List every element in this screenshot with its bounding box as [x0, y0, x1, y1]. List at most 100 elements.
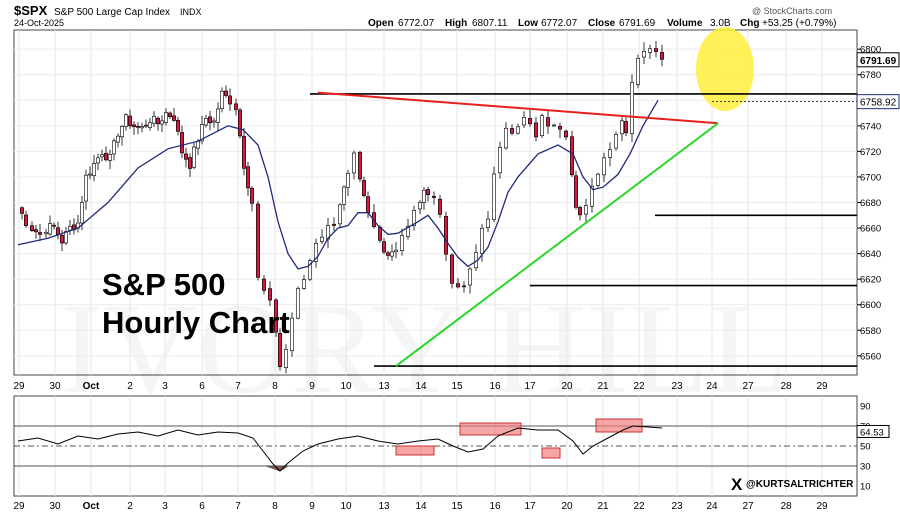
candle-body-54 [238, 109, 243, 137]
candle-body-23 [112, 140, 117, 155]
rsi-date-tick-7: 8 [272, 501, 278, 512]
price-label: 6791.69 [860, 56, 897, 67]
price-tick-6740: 6740 [860, 121, 881, 132]
price-axis: 6560 6580 6600 6620 6640 6660 6680 6700 6720 6740… [856, 45, 900, 362]
rsi-tick-50: 50 [860, 442, 871, 453]
candle-body-19 [96, 157, 101, 164]
rsi-date-tick-13: 16 [489, 501, 501, 512]
candle-body-124 [623, 121, 628, 134]
chg-value: +53.25 (+0.79%) [762, 18, 837, 29]
rsi-date-tick-12: 15 [451, 501, 463, 512]
candle-body-116 [577, 207, 582, 216]
rsi-label-box [856, 424, 890, 438]
candle-body-125 [629, 82, 634, 134]
candle-body-43 [192, 146, 197, 168]
candle-body-90 [425, 189, 430, 196]
candle-body-36 [164, 112, 169, 123]
date-tick-20: 27 [742, 381, 754, 392]
rsi-date-tick-18: 23 [671, 501, 683, 512]
date-tick-2: Oct [83, 381, 100, 392]
volume-value: 3.0B [710, 18, 731, 29]
candle-body-88 [417, 202, 422, 210]
copyright-label: @ StockCharts.com [752, 6, 832, 16]
candle-body-77 [361, 180, 366, 196]
date-tick-19: 24 [706, 381, 718, 392]
rsi-last-label: 64.53 [860, 427, 884, 438]
date-tick-17: 22 [633, 381, 645, 392]
candle-body-74 [345, 172, 350, 188]
rsi-date-tick-0: 29 [13, 501, 25, 512]
candle-body-109 [539, 115, 544, 136]
candle-body-119 [595, 173, 600, 186]
chart-date: 24-Oct-2025 [14, 18, 64, 28]
rsi-date-tick-5: 6 [199, 501, 205, 512]
candle-body-20 [100, 154, 105, 158]
candle-body-8 [51, 224, 56, 227]
candle-body-27 [128, 115, 133, 127]
date-tick-18: 23 [671, 381, 683, 392]
candle-body-68 [313, 242, 318, 262]
annotation-title: S&P 500 [102, 267, 226, 302]
candle-body-64 [289, 317, 294, 351]
date-tick-1: 30 [49, 381, 61, 392]
candle-body-35 [160, 120, 165, 125]
rsi-date-tick-9: 10 [340, 501, 352, 512]
candle-body-50 [220, 90, 225, 109]
candle-body-126 [635, 58, 640, 85]
candle-body-12 [68, 226, 73, 231]
date-tick-21: 28 [780, 381, 792, 392]
date-tick-4: 3 [162, 381, 168, 392]
candle-body-59 [261, 278, 266, 291]
rsi-date-tick-4: 3 [162, 501, 168, 512]
candle-body-18 [92, 163, 97, 176]
highlight-ellipse [696, 27, 754, 111]
rsi-date-tick-6: 7 [235, 501, 241, 512]
date-tick-16: 21 [597, 381, 609, 392]
candle-body-129 [653, 48, 658, 52]
date-tick-0: 29 [13, 381, 25, 392]
candle-body-48 [212, 120, 217, 123]
candle-body-92 [437, 198, 442, 215]
candle-body-102 [497, 147, 502, 174]
date-tick-6: 7 [235, 381, 241, 392]
date-tick-15: 20 [561, 381, 573, 392]
candle-body-34 [156, 117, 161, 125]
candle-body-93 [443, 216, 448, 255]
candle-body-39 [176, 119, 181, 132]
candle-body-110 [545, 117, 550, 127]
candle-body-89 [421, 189, 426, 203]
price-tick-6720: 6720 [860, 147, 881, 158]
rsi-tick-90: 90 [860, 402, 871, 413]
rsi-layer: 103050709064.53 [14, 402, 890, 493]
date-tick-3: 2 [127, 381, 133, 392]
resistance-trendline [317, 91, 719, 125]
ma-label-box [856, 94, 900, 110]
support-trendline [395, 122, 719, 367]
candle-body-56 [246, 166, 251, 189]
candle-body-106 [521, 117, 526, 126]
price-tick-6620: 6620 [860, 275, 881, 286]
candle-body-41 [184, 153, 189, 160]
date-tick-7: 8 [272, 381, 278, 392]
price-tick-6680: 6680 [860, 198, 881, 209]
date-tick-12: 15 [451, 381, 463, 392]
candle-body-40 [180, 132, 185, 154]
candle-body-107 [527, 118, 532, 125]
candle-body-115 [573, 175, 578, 208]
candle-body-61 [273, 299, 278, 333]
rsi-date-tick-14: 17 [524, 501, 536, 512]
candle-body-66 [301, 279, 306, 289]
rsi-tick-30: 30 [860, 462, 871, 473]
candle-body-87 [411, 209, 416, 227]
candle-body-6 [43, 232, 48, 235]
candle-body-29 [136, 125, 141, 128]
candle-body-73 [341, 186, 346, 205]
rsi-date-tick-8: 9 [309, 501, 315, 512]
open-label: Open [368, 18, 394, 29]
candle-body-30 [140, 126, 145, 129]
chg-label: Chg [740, 18, 759, 29]
highlight-layer [696, 27, 754, 111]
candle-body-100 [485, 218, 490, 228]
candle-body-76 [357, 151, 362, 180]
